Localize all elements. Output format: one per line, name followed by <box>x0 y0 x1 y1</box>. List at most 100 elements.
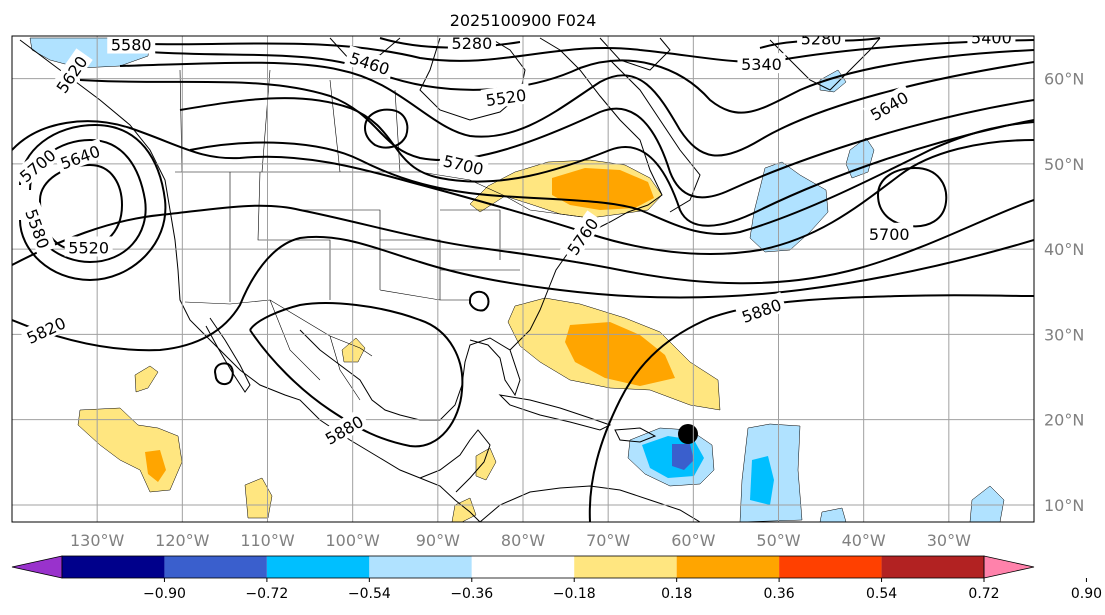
lat-tick-label-2: 40°N <box>1044 240 1084 259</box>
colorbar: −0.90 −0.72 −0.54 −0.36 −0.18 0.18 0.36 0.54 0.7… <box>11 555 1102 602</box>
colorbar-label-8: 0.72 <box>968 586 999 602</box>
contour-label-bg-11 <box>53 138 106 174</box>
border-us-mexico <box>184 299 373 357</box>
colorbar-segment-8 <box>881 556 984 578</box>
latitude-axis: 60°N 50°N 40°N 30°N 20°N 10°N <box>1044 70 1084 515</box>
storm-marker <box>678 424 698 444</box>
gridlines <box>12 36 1034 522</box>
contour-label-bg-7 <box>862 84 915 126</box>
shade-positive-small-2 <box>341 337 366 363</box>
border-us-canada <box>175 171 591 219</box>
contour-5880 <box>249 294 1034 522</box>
contour-5340 <box>149 39 1034 63</box>
colorbar-label-3: −0.36 <box>450 586 493 602</box>
colorbar-segment-5 <box>574 556 677 578</box>
chart-title: 2025100900 F024 <box>450 11 597 30</box>
contour-5880-small <box>213 290 490 386</box>
shade-positive-small-5 <box>475 447 497 481</box>
contour-label-bg-14 <box>48 48 93 100</box>
coastline-baja <box>205 317 251 393</box>
lon-tick-label-6: 70°W <box>586 531 630 550</box>
coastline-hispaniola <box>614 427 657 443</box>
contour-label-bg-2 <box>344 45 396 80</box>
border-canada-provinces <box>179 69 401 173</box>
shade-negative-south-atlantic-core <box>750 456 774 505</box>
colorbar-segment-4 <box>471 556 575 578</box>
colorbar-frame <box>61 555 985 579</box>
contour-label-bg-18 <box>317 408 370 450</box>
shade-negative-east-small <box>969 485 1005 522</box>
contour-label-4: 5340 <box>741 55 782 74</box>
contour-label-0: 5580 <box>111 36 152 55</box>
shade-negative-atlantic <box>749 161 829 253</box>
shade-positive-great-lakes-core <box>552 168 654 210</box>
contour-label-6: 5400 <box>971 29 1012 48</box>
shade-positive-atlantic-core <box>565 322 675 386</box>
lat-tick-label-1: 50°N <box>1044 155 1084 174</box>
coastline-central-america <box>419 429 491 493</box>
colorbar-label-9: 0.90 <box>1071 586 1102 602</box>
map-frame <box>11 35 1035 523</box>
colorbar-segment-6 <box>676 556 780 578</box>
lon-tick-label-8: 50°W <box>756 531 800 550</box>
colorbar-label-2: −0.54 <box>348 586 391 602</box>
colorbar-segment-0 <box>62 556 165 578</box>
lon-tick-label-1: 120°W <box>155 531 210 550</box>
contour-label-bg-9 <box>865 222 914 243</box>
contour-5760 <box>12 199 1034 285</box>
lat-tick-label-3: 30°N <box>1044 325 1084 344</box>
contour-label-group-6: 5400 <box>967 29 1016 48</box>
contour-label-bg-13 <box>64 236 113 257</box>
shaded-anomalies <box>29 37 1005 522</box>
contour-5520 <box>79 79 1034 199</box>
colorbar-label-1: −0.72 <box>245 586 288 602</box>
contour-5520-upper-low <box>363 108 409 149</box>
colorbar-label-4: −0.18 <box>553 586 596 602</box>
colorbar-extend-low <box>11 555 63 579</box>
contour-5400 <box>149 49 1034 114</box>
longitude-axis: 130°W 120°W 110°W 100°W 90°W 80°W 70°W 60°W 50°W… <box>70 531 971 550</box>
contour-label-9: 5700 <box>869 225 910 244</box>
lon-tick-label-4: 90°W <box>416 531 460 550</box>
colorbar-segment-1 <box>164 556 267 578</box>
contour-5580 <box>29 97 1034 264</box>
colorbar-label-7: 0.54 <box>866 586 897 602</box>
colorbar-segment-2 <box>266 556 370 578</box>
contour-label-bg-16 <box>19 310 72 349</box>
contour-label-13: 5520 <box>68 238 109 257</box>
border-mexico-states <box>269 299 361 401</box>
contour-label-bg-0 <box>107 36 156 54</box>
lon-tick-label-3: 100°W <box>325 531 380 550</box>
contour-5820 <box>12 235 1034 352</box>
political-borders <box>175 69 591 401</box>
contour-label-group-9: 5700 <box>865 222 914 244</box>
contour-label-bg-10 <box>12 141 62 188</box>
contour-label-bg-4 <box>737 53 786 74</box>
contour-label-bg-17 <box>735 292 788 328</box>
contour-5700-atlantic-high <box>876 166 948 228</box>
coastline-south-america <box>479 485 701 522</box>
shade-positive-small-1 <box>134 365 159 393</box>
coastline-cuba <box>498 394 612 431</box>
lon-tick-label-5: 80°W <box>501 531 545 550</box>
coastline-hudson-bay <box>419 37 526 121</box>
contour-label-bg-5 <box>797 36 846 48</box>
contour-label-group-4: 5340 <box>737 53 786 74</box>
height-contours <box>12 37 1034 522</box>
contour-label-1: 5280 <box>452 34 493 53</box>
contour-label-bg-8 <box>437 148 490 179</box>
lon-tick-label-9: 40°W <box>842 531 886 550</box>
lon-tick-label-2: 110°W <box>240 531 295 550</box>
shade-negative-mid-small <box>819 507 847 522</box>
colorbar-segment-7 <box>779 556 882 578</box>
contour-label-group-0: 5580 <box>107 36 156 55</box>
shade-positive-pacific-core <box>145 450 166 482</box>
colorbar-label-5: 0.18 <box>661 586 692 602</box>
lon-tick-label-7: 60°W <box>671 531 715 550</box>
contour-label-group-13: 5520 <box>64 236 113 257</box>
lon-tick-label-0: 130°W <box>70 531 125 550</box>
lon-tick-label-10: 30°W <box>927 531 971 550</box>
